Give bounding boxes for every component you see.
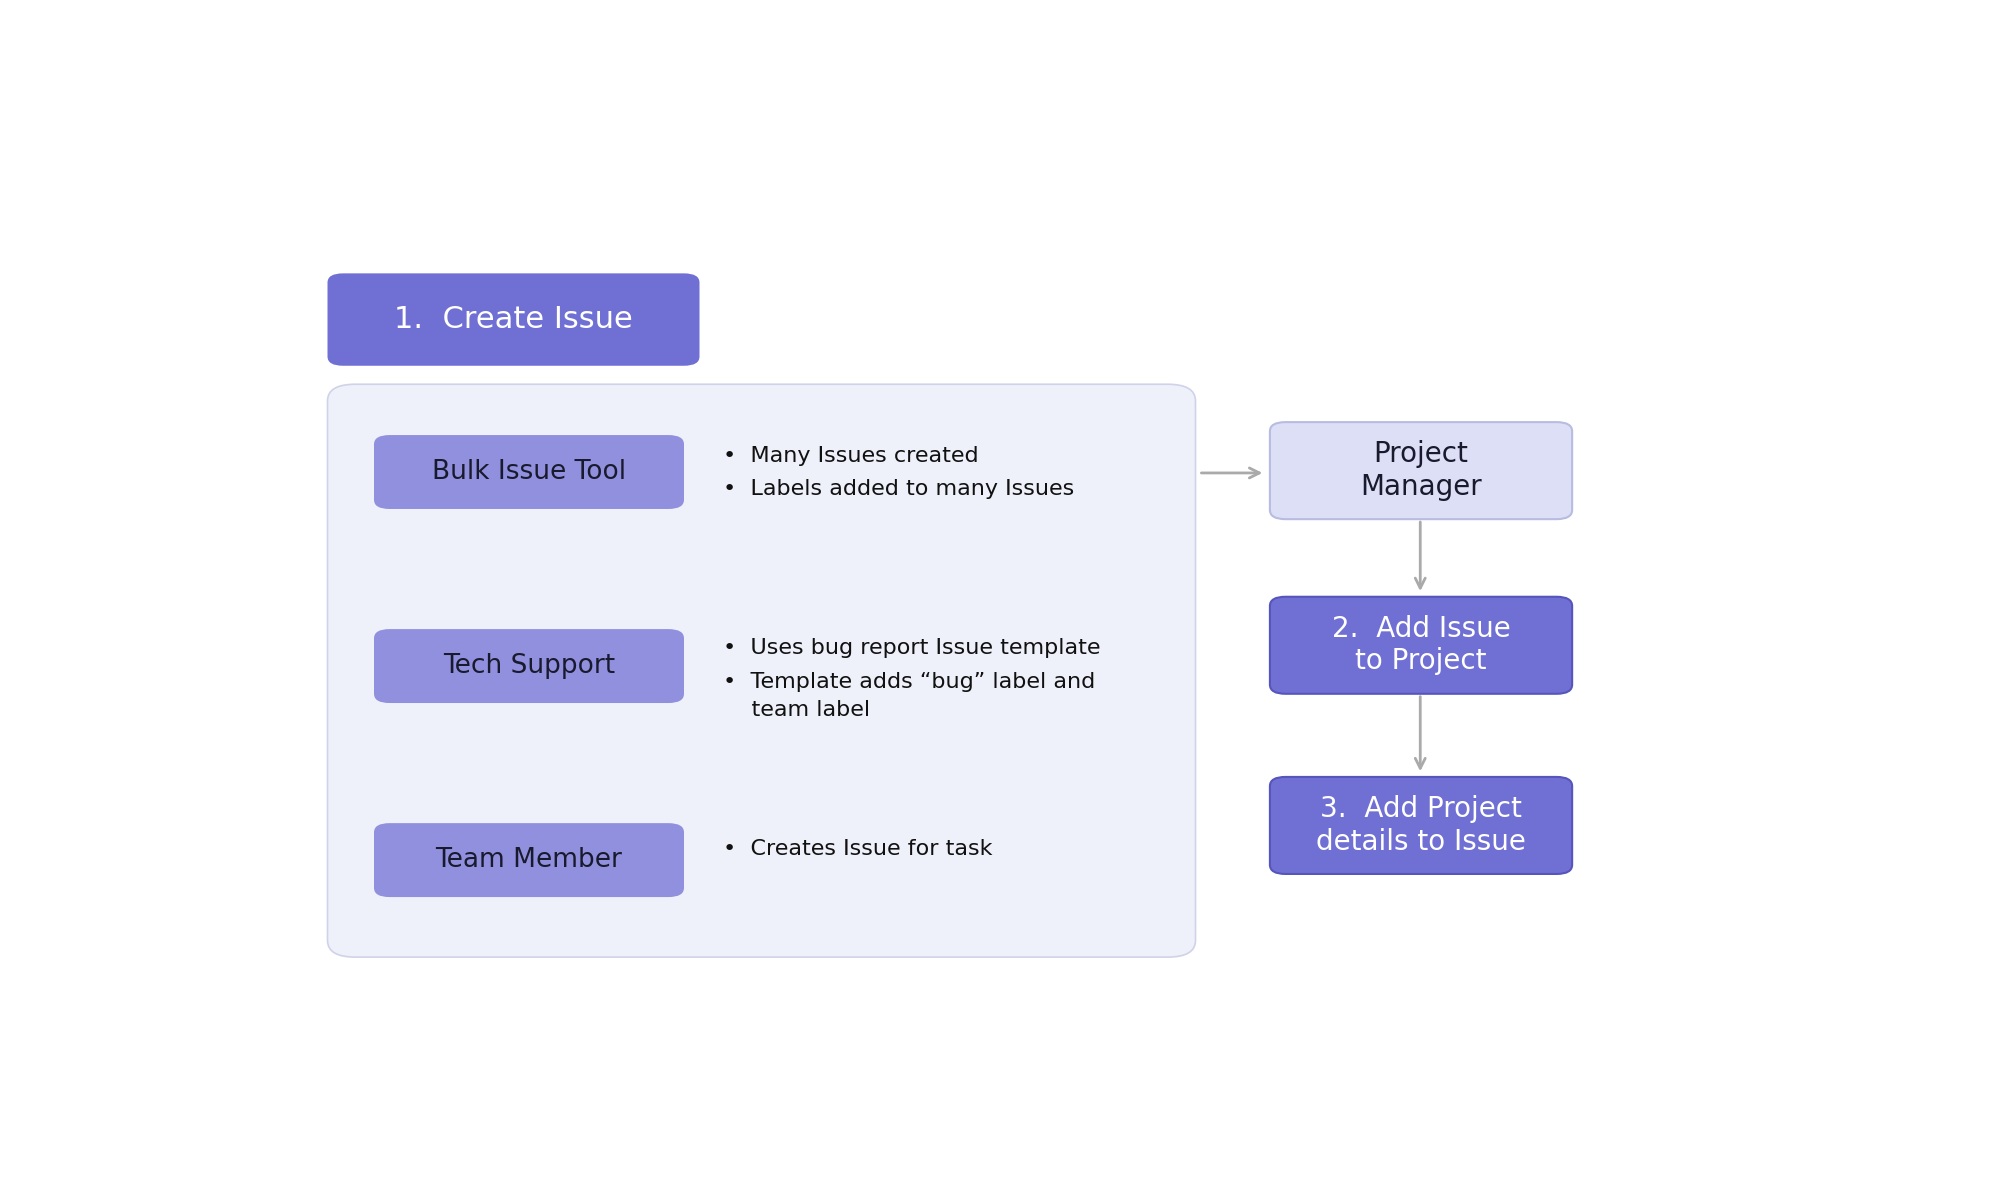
- Text: •  Template adds “bug” label and: • Template adds “bug” label and: [722, 672, 1096, 691]
- FancyBboxPatch shape: [374, 823, 684, 898]
- FancyBboxPatch shape: [328, 274, 700, 366]
- FancyBboxPatch shape: [1270, 776, 1572, 874]
- Text: •  Many Issues created: • Many Issues created: [722, 446, 978, 467]
- FancyBboxPatch shape: [1270, 422, 1572, 520]
- Text: Project
Manager: Project Manager: [1360, 440, 1482, 500]
- Text: 3.  Add Project
details to Issue: 3. Add Project details to Issue: [1316, 796, 1526, 856]
- Text: •  Creates Issue for task: • Creates Issue for task: [722, 839, 992, 859]
- Text: 2.  Add Issue
to Project: 2. Add Issue to Project: [1332, 616, 1510, 676]
- Text: •  Labels added to many Issues: • Labels added to many Issues: [722, 479, 1074, 499]
- Text: Team Member: Team Member: [436, 847, 622, 874]
- Text: team label: team label: [722, 701, 870, 720]
- Text: 1.  Create Issue: 1. Create Issue: [394, 305, 632, 334]
- FancyBboxPatch shape: [1270, 596, 1572, 694]
- Text: Tech Support: Tech Support: [442, 653, 616, 679]
- FancyBboxPatch shape: [374, 436, 684, 509]
- FancyBboxPatch shape: [328, 384, 1196, 958]
- Text: Bulk Issue Tool: Bulk Issue Tool: [432, 460, 626, 485]
- FancyBboxPatch shape: [374, 629, 684, 703]
- Text: •  Uses bug report Issue template: • Uses bug report Issue template: [722, 637, 1100, 658]
